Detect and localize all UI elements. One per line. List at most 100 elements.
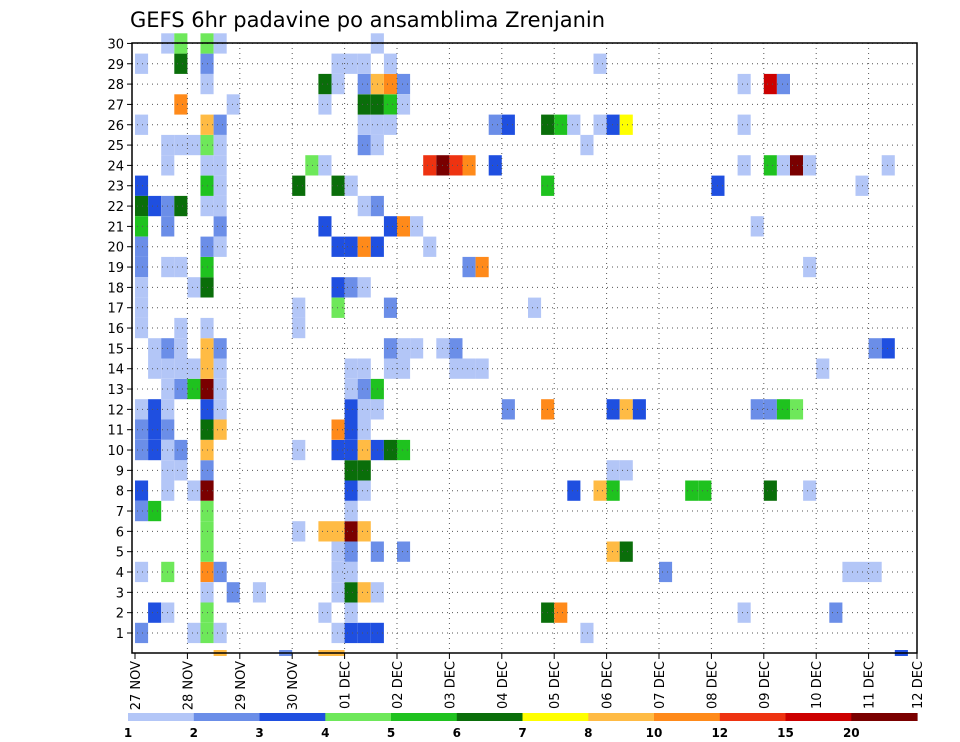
heat-cell bbox=[344, 419, 358, 440]
heat-cell bbox=[187, 358, 201, 379]
heat-cell bbox=[174, 439, 188, 461]
heat-cell bbox=[397, 338, 411, 359]
colorbar-swatch bbox=[325, 713, 392, 721]
heat-cell bbox=[318, 73, 332, 95]
y-tick-label: 20 bbox=[107, 241, 124, 256]
y-tick-label: 7 bbox=[116, 505, 124, 520]
heat-cell bbox=[344, 460, 358, 481]
x-tick-label: 01 DEC bbox=[339, 661, 354, 709]
heat-cell bbox=[135, 399, 149, 420]
heat-cell bbox=[803, 480, 817, 501]
x-tick-label: 12 DEC bbox=[911, 661, 926, 709]
heat-cell bbox=[423, 236, 437, 257]
heat-cell bbox=[357, 94, 371, 115]
heat-cell bbox=[331, 521, 345, 542]
y-tick-label: 18 bbox=[107, 281, 124, 296]
heat-cell bbox=[619, 541, 633, 562]
heat-cell bbox=[292, 175, 306, 196]
heat-cell bbox=[344, 358, 358, 379]
heat-cell bbox=[344, 521, 358, 542]
heat-cell bbox=[488, 155, 502, 176]
heat-cell bbox=[357, 53, 371, 74]
heat-cell bbox=[397, 73, 411, 95]
heat-cell bbox=[776, 399, 790, 420]
heat-cell bbox=[187, 622, 201, 644]
heat-cell bbox=[174, 53, 188, 74]
heat-cell bbox=[554, 114, 568, 135]
heat-cell bbox=[187, 277, 201, 298]
heat-cell bbox=[606, 399, 620, 420]
heat-cell bbox=[148, 500, 162, 522]
heat-cell bbox=[881, 338, 895, 359]
heat-cell bbox=[344, 480, 358, 501]
heat-cell bbox=[135, 480, 149, 501]
heat-cell bbox=[318, 216, 332, 237]
heat-cell bbox=[292, 439, 306, 461]
colorbar-label: 8 bbox=[584, 726, 592, 740]
heat-cell bbox=[213, 622, 227, 644]
colorbar-label: 15 bbox=[777, 726, 794, 740]
heat-cell bbox=[868, 338, 882, 359]
heat-cell bbox=[357, 358, 371, 379]
heat-cell bbox=[148, 419, 162, 440]
heat-cell bbox=[174, 94, 188, 115]
colorbar-label: 7 bbox=[518, 726, 526, 740]
heat-cell bbox=[187, 134, 201, 156]
colorbar-label: 10 bbox=[646, 726, 663, 740]
x-tick-label: 09 DEC bbox=[758, 661, 773, 709]
x-tick-label: 29 NOV bbox=[234, 661, 249, 710]
heat-cell bbox=[331, 236, 345, 257]
heat-cell bbox=[593, 114, 607, 135]
colorbar-label: 3 bbox=[255, 726, 263, 740]
colorbar-swatch bbox=[588, 713, 655, 721]
heat-cell bbox=[292, 521, 306, 542]
heat-cell bbox=[344, 622, 358, 644]
heat-cell bbox=[331, 53, 345, 74]
colorbar-label: 20 bbox=[843, 726, 860, 740]
heat-cell bbox=[344, 53, 358, 74]
heat-cell bbox=[135, 256, 149, 278]
chart-title: GEFS 6hr padavine po ansamblima Zrenjani… bbox=[130, 8, 605, 32]
heat-cell bbox=[698, 480, 712, 501]
heat-cell bbox=[383, 114, 397, 135]
y-tick-label: 17 bbox=[107, 302, 124, 317]
heat-cell bbox=[148, 399, 162, 420]
heat-cell bbox=[383, 53, 397, 74]
heat-cell bbox=[174, 256, 188, 278]
heat-cell bbox=[632, 399, 646, 420]
heat-cell bbox=[148, 195, 162, 217]
heat-cell bbox=[357, 114, 371, 135]
heat-cell bbox=[357, 277, 371, 298]
heat-cell bbox=[135, 297, 149, 318]
heat-cell bbox=[501, 399, 515, 420]
heat-cell bbox=[213, 175, 227, 196]
heat-cell bbox=[331, 175, 345, 196]
heat-cell bbox=[567, 480, 581, 501]
heat-cell bbox=[135, 561, 149, 583]
x-tick-label: 07 DEC bbox=[653, 661, 668, 709]
heat-cell bbox=[737, 155, 751, 176]
y-tick-label: 21 bbox=[107, 220, 124, 235]
heat-cell bbox=[580, 622, 594, 644]
heat-cell bbox=[331, 277, 345, 298]
heat-cell bbox=[383, 73, 397, 95]
heat-cell bbox=[449, 358, 463, 379]
heat-cell bbox=[135, 195, 149, 217]
colorbar-label: 6 bbox=[453, 726, 461, 740]
heat-cell bbox=[148, 602, 162, 623]
y-tick-label: 29 bbox=[107, 58, 124, 73]
heat-cell bbox=[174, 460, 188, 481]
heat-cell bbox=[449, 338, 463, 359]
heat-cell bbox=[331, 419, 345, 440]
heat-cell bbox=[357, 134, 371, 156]
heat-cell bbox=[383, 94, 397, 115]
heat-cell bbox=[344, 439, 358, 461]
heat-cell bbox=[148, 358, 162, 379]
heat-cell bbox=[213, 358, 227, 379]
heat-cell bbox=[357, 480, 371, 501]
heat-cell bbox=[357, 399, 371, 420]
y-tick-label: 23 bbox=[107, 180, 124, 195]
heat-cell bbox=[305, 155, 319, 176]
y-axis: 1234567891011121314151617181920212223242… bbox=[107, 37, 132, 642]
